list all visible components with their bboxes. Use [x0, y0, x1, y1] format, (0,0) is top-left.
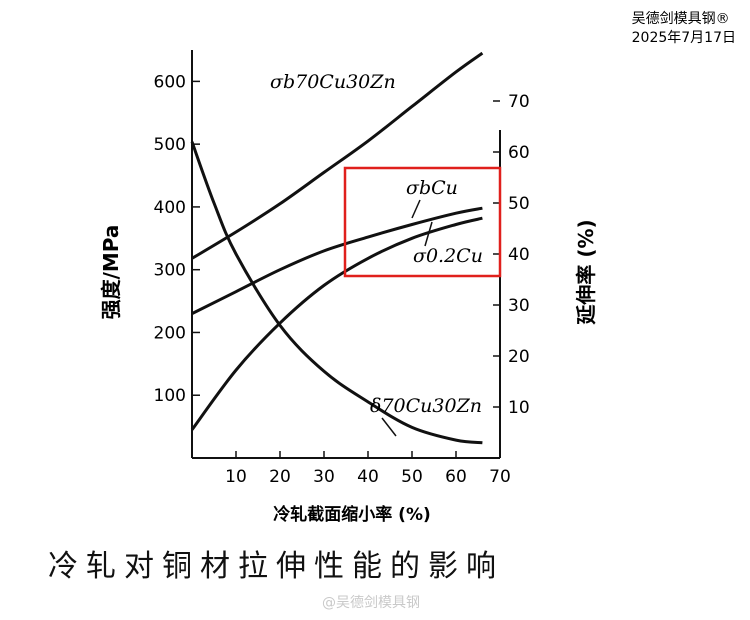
y-right-tick-label: 60 — [508, 143, 530, 163]
y-left-tick-label: 600 — [154, 72, 186, 92]
series-label--0-2cu: σ0.2Cu — [413, 245, 483, 267]
x-tick-label: 30 — [313, 467, 335, 487]
series-label-leader — [382, 418, 396, 436]
x-tick-label: 60 — [445, 467, 467, 487]
y-left-tick-label: 400 — [154, 198, 186, 218]
series-label--bcu: σbCu — [406, 177, 458, 199]
y-right-tick-label: 40 — [508, 245, 530, 265]
x-tick-label: 10 — [225, 467, 247, 487]
watermark-bottom: @吴德剑模具钢 — [322, 592, 420, 612]
x-tick-label: 20 — [269, 467, 291, 487]
series-label--70cu30zn: δ70Cu30Zn — [370, 395, 482, 417]
y-axis-left-title: 强度/MPa — [99, 225, 123, 320]
watermark-brand: 吴德剑模具钢® 2025年7月17日 — [632, 10, 736, 48]
x-tick-label: 50 — [401, 467, 423, 487]
y-right-tick-label: 10 — [508, 398, 530, 418]
y-right-tick-label: 20 — [508, 347, 530, 367]
y-left-tick-label: 100 — [154, 386, 186, 406]
y-left-tick-label: 200 — [154, 323, 186, 343]
x-axis-title: 冷轧截面缩小率 (%) — [273, 504, 431, 525]
series-label--b70cu30zn: σb70Cu30Zn — [270, 71, 396, 93]
series-label-leader — [412, 200, 420, 218]
watermark-name: 吴德剑模具钢® — [632, 10, 736, 29]
watermark-date: 2025年7月17日 — [632, 29, 736, 48]
x-tick-label: 40 — [357, 467, 379, 487]
x-tick-label: 70 — [489, 467, 511, 487]
figure-caption: 冷轧对铜材拉伸性能的影响 — [48, 541, 504, 585]
y-axis-right-title: 延伸率 (%) — [574, 219, 598, 325]
y-right-tick-label: 50 — [508, 194, 530, 214]
y-right-tick-label: 70 — [508, 92, 530, 112]
y-right-tick-label: 30 — [508, 296, 530, 316]
y-left-tick-label: 500 — [154, 135, 186, 155]
y-left-tick-label: 300 — [154, 261, 186, 281]
